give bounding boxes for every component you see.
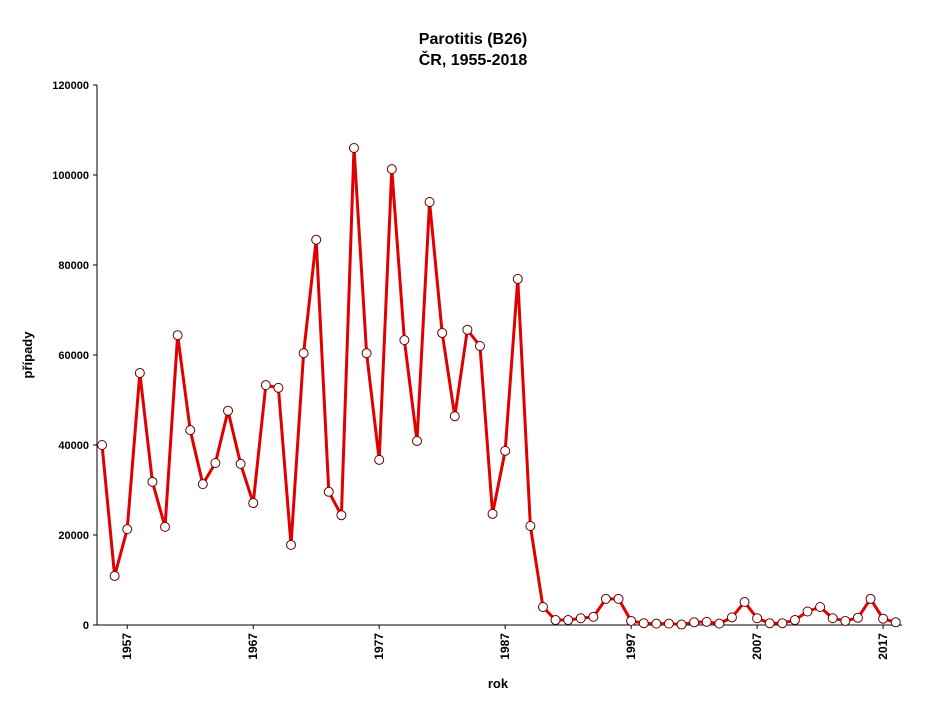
x-axis-label: rok <box>488 676 509 691</box>
x-tick-label: 1997 <box>624 633 638 660</box>
data-point <box>626 615 637 626</box>
y-tick-label: 0 <box>83 620 89 632</box>
x-tick-label: 2017 <box>876 633 890 660</box>
y-tick-label: 80000 <box>58 260 89 272</box>
data-point <box>550 615 561 626</box>
data-point <box>97 440 108 450</box>
data-point <box>122 524 133 535</box>
data-point <box>726 612 737 623</box>
data-point <box>890 617 901 628</box>
data-point <box>474 341 485 351</box>
x-tick-label: 1987 <box>498 633 512 660</box>
data-point <box>500 445 511 456</box>
data-point <box>185 425 196 436</box>
data-point <box>512 273 523 284</box>
chart-subtitle: ČR, 1955-2018 <box>419 50 528 69</box>
data-point <box>764 618 775 629</box>
y-tick-label: 100000 <box>52 170 89 182</box>
data-point <box>323 486 334 497</box>
data-point <box>689 617 700 628</box>
data-point <box>852 612 863 623</box>
data-point <box>714 618 725 629</box>
data-point <box>160 521 171 532</box>
data-point <box>663 618 674 629</box>
data-point <box>815 602 826 612</box>
chart-title: Parotitis (B26) <box>419 31 527 48</box>
data-point <box>386 164 397 175</box>
data-point <box>701 616 712 627</box>
x-tick-label: 1967 <box>246 633 260 660</box>
data-point <box>273 382 284 393</box>
data-point <box>411 435 422 446</box>
data-point <box>563 615 574 626</box>
series-line <box>100 146 897 627</box>
data-point <box>424 197 435 207</box>
data-point <box>878 613 889 624</box>
data-point <box>462 324 473 335</box>
data-point <box>374 454 385 465</box>
data-point <box>840 615 851 626</box>
data-point <box>752 613 763 624</box>
data-point <box>286 539 297 550</box>
data-point <box>248 498 259 509</box>
data-point <box>311 234 322 245</box>
data-point <box>210 458 221 468</box>
data-point <box>223 405 234 416</box>
data-point <box>865 593 876 604</box>
data-point <box>361 348 372 359</box>
y-tick-label: 40000 <box>58 440 89 452</box>
data-point <box>600 593 611 604</box>
data-point <box>348 143 359 153</box>
data-point <box>588 611 599 622</box>
x-tick-label: 2007 <box>750 633 764 660</box>
data-point <box>537 602 548 612</box>
data-point <box>676 619 687 630</box>
x-tick-label: 1977 <box>372 633 386 660</box>
data-point <box>109 570 120 581</box>
data-point <box>235 458 246 469</box>
data-point <box>260 380 271 391</box>
data-point <box>147 476 158 487</box>
data-point <box>651 618 662 629</box>
data-point <box>525 521 536 531</box>
data-point <box>134 368 145 378</box>
data-point <box>613 593 624 604</box>
y-tick-label: 60000 <box>58 350 89 362</box>
data-point <box>802 606 813 617</box>
data-point <box>437 327 448 338</box>
data-point <box>336 510 347 521</box>
data-point <box>827 613 838 624</box>
data-point <box>575 613 586 624</box>
data-point <box>172 330 183 341</box>
data-point <box>777 618 788 629</box>
y-tick-label: 120000 <box>52 80 89 92</box>
data-point <box>298 348 309 359</box>
data-point <box>789 615 800 626</box>
data-point <box>638 618 649 629</box>
data-point <box>449 411 460 422</box>
data-point <box>739 597 750 608</box>
data-point <box>399 335 410 346</box>
y-axis-label: případy <box>20 331 35 379</box>
data-point <box>487 508 498 519</box>
y-tick-label: 20000 <box>58 530 89 542</box>
data-point <box>197 479 208 490</box>
x-tick-label: 1957 <box>120 633 134 660</box>
